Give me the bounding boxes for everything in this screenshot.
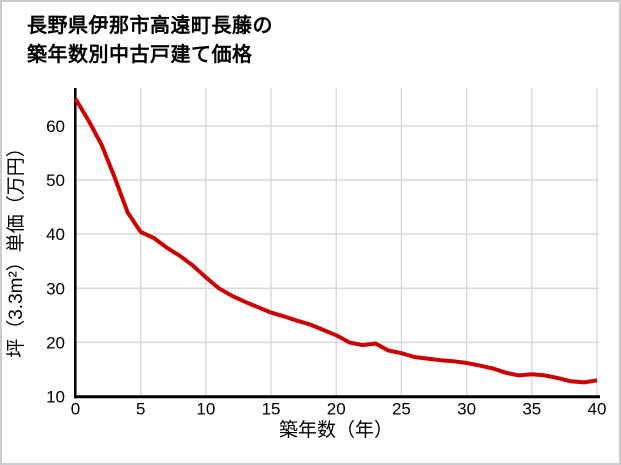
chart-title: 長野県伊那市高遠町長藤の 築年数別中古戸建て価格 [27,12,273,70]
tick-labels: 10 20 30 40 50 60 0 5 10 15 20 25 30 35 40 [46,117,606,419]
x-tick-label: 30 [457,400,476,419]
x-axis-label: 築年数（年） [279,419,393,441]
x-tick-label: 35 [522,400,541,419]
y-tick-label: 30 [46,279,65,298]
x-tick-label: 5 [136,400,145,419]
x-tick-label: 40 [588,400,607,419]
price-line-series [73,97,598,385]
y-tick-label: 60 [46,117,65,136]
chart-title-line2: 築年数別中古戸建て価格 [27,44,253,66]
y-tick-label: 40 [46,225,65,244]
y-tick-label: 50 [46,171,65,190]
y-axis-label: 坪（3.3m²）単価（万円） [5,138,27,358]
chart-title-line1: 長野県伊那市高遠町長藤の [27,15,273,37]
y-tick-label: 10 [46,388,65,407]
x-tick-label: 20 [327,400,346,419]
gridlines [75,88,599,397]
x-tick-label: 25 [392,400,411,419]
x-tick-label: 10 [196,400,215,419]
y-tick-label: 20 [46,333,65,352]
x-tick-label: 0 [71,400,80,419]
x-tick-label: 15 [262,400,281,419]
